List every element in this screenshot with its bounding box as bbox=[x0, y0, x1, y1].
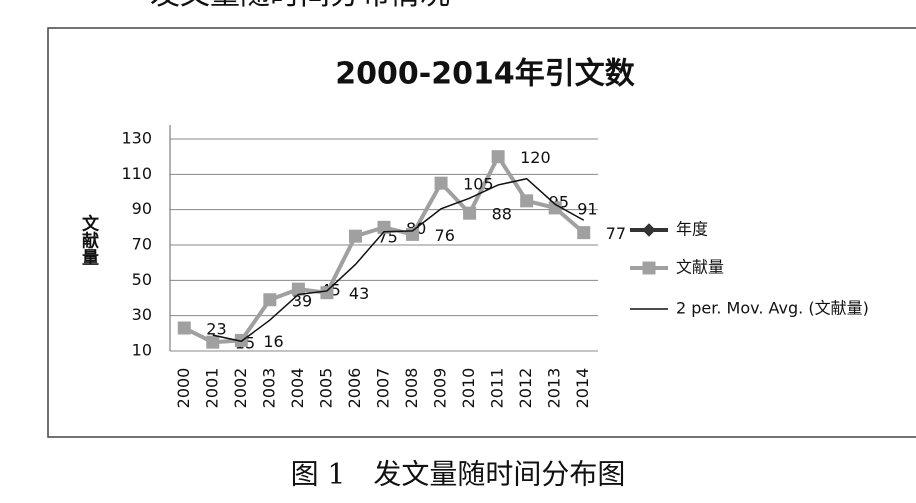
data-point bbox=[377, 220, 391, 234]
x-tick-label: 2014 bbox=[573, 368, 592, 409]
data-label: 91 bbox=[577, 199, 597, 218]
x-tick-label: 2001 bbox=[202, 368, 221, 409]
chart-title: 2000-2014年引文数 bbox=[335, 57, 635, 92]
data-label: 120 bbox=[520, 148, 551, 167]
x-tick-label: 2003 bbox=[259, 368, 278, 409]
y-tick-label: 10 bbox=[132, 341, 152, 360]
legend-label: 2 per. Mov. Avg. (文献量) bbox=[676, 299, 869, 318]
y-tick-label: 30 bbox=[132, 305, 152, 324]
legend-label: 文献量 bbox=[676, 258, 724, 277]
trendline bbox=[212, 177, 585, 343]
y-tick-label: 130 bbox=[121, 129, 152, 148]
data-point bbox=[320, 286, 334, 300]
data-label: 88 bbox=[492, 205, 512, 224]
data-point bbox=[206, 335, 220, 349]
data-label: 43 bbox=[349, 284, 369, 303]
y-tick-label: 70 bbox=[132, 235, 152, 254]
x-tick-label: 2009 bbox=[431, 368, 450, 409]
data-point bbox=[177, 321, 191, 335]
x-tick-label: 2005 bbox=[316, 368, 335, 409]
y-tick-label: 90 bbox=[132, 199, 152, 218]
y-tick-label: 110 bbox=[121, 164, 152, 183]
data-point bbox=[491, 150, 505, 164]
y-tick-label: 50 bbox=[132, 270, 152, 289]
data-point bbox=[434, 176, 448, 190]
legend-marker bbox=[642, 261, 656, 275]
x-tick-label: 2011 bbox=[488, 368, 507, 409]
caption: 图 1 发文量随时间分布图 bbox=[291, 458, 626, 491]
data-point bbox=[348, 229, 362, 243]
x-tick-label: 2013 bbox=[545, 368, 564, 409]
x-tick-label: 2010 bbox=[459, 368, 478, 409]
data-point bbox=[463, 206, 477, 220]
data-label: 76 bbox=[435, 226, 455, 245]
x-tick-label: 2008 bbox=[402, 368, 421, 409]
data-point bbox=[577, 226, 591, 240]
data-label: 77 bbox=[606, 224, 626, 243]
section-heading: 发文量随时间分布情况 bbox=[150, 0, 450, 12]
data-label: 16 bbox=[263, 332, 283, 351]
data-point bbox=[263, 293, 277, 307]
x-tick-label: 2000 bbox=[174, 368, 193, 409]
x-tick-label: 2002 bbox=[231, 368, 250, 409]
data-label: 105 bbox=[463, 175, 494, 194]
data-label: 23 bbox=[206, 320, 226, 339]
legend-label: 年度 bbox=[676, 220, 708, 239]
x-tick-label: 2007 bbox=[374, 368, 393, 409]
chart-frame bbox=[47, 27, 916, 438]
x-tick-label: 2012 bbox=[516, 368, 535, 409]
x-tick-label: 2004 bbox=[288, 368, 307, 409]
data-point bbox=[520, 194, 534, 208]
y-axis-label: 文献量 bbox=[78, 213, 99, 265]
legend-marker bbox=[642, 223, 656, 237]
x-tick-label: 2006 bbox=[345, 368, 364, 409]
